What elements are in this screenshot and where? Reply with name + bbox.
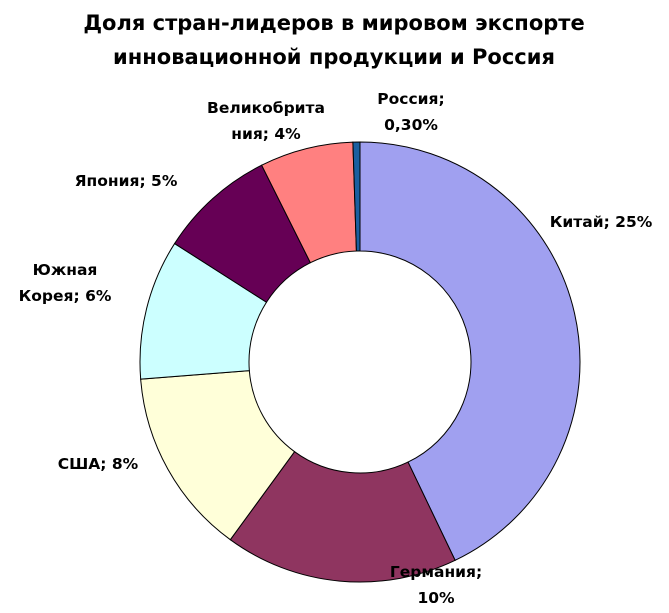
slice-сша (140, 370, 296, 541)
chart-title: Доля стран-лидеров в мировом экспорте ин… (83, 11, 584, 69)
slice-label-line: Россия; (377, 90, 444, 108)
slice-германия (229, 450, 456, 583)
slice-label-line: Великобрита (207, 99, 325, 117)
slice-label-line: Южная (33, 261, 98, 279)
slice-label-line: Корея; 6% (19, 287, 112, 305)
slice-label-южная-корея: Южная Корея; 6% (19, 261, 112, 305)
chart-title-line-2: инновационной продукции и Россия (113, 45, 555, 69)
slice-label-line: США; 8% (58, 455, 139, 473)
slice-label-германия: Германия; 10% (390, 563, 482, 607)
slice-label-россия: Россия; 0,30% (377, 90, 444, 134)
slice-label-китай: Китай; 25% (550, 213, 653, 231)
slice-labels: Китай; 25% Германия; 10% США; 8% Южная Корея;… (19, 90, 653, 607)
slice-label-великобритания: Великобрита ния; 4% (207, 99, 325, 143)
slice-россия (352, 141, 361, 252)
slice-label-line: Япония; 5% (75, 172, 178, 190)
slice-label-line: ния; 4% (231, 125, 301, 143)
slice-label-line: Германия; (390, 563, 482, 581)
donut-slices (139, 141, 581, 583)
slice-label-япония: Япония; 5% (75, 172, 178, 190)
slice-label-line: 0,30% (384, 116, 438, 134)
slice-label-line: Китай; 25% (550, 213, 653, 231)
slice-китай (359, 141, 581, 562)
slice-label-сша: США; 8% (58, 455, 139, 473)
chart-title-line-1: Доля стран-лидеров в мировом экспорте (83, 11, 584, 35)
slice-label-line: 10% (417, 589, 455, 607)
